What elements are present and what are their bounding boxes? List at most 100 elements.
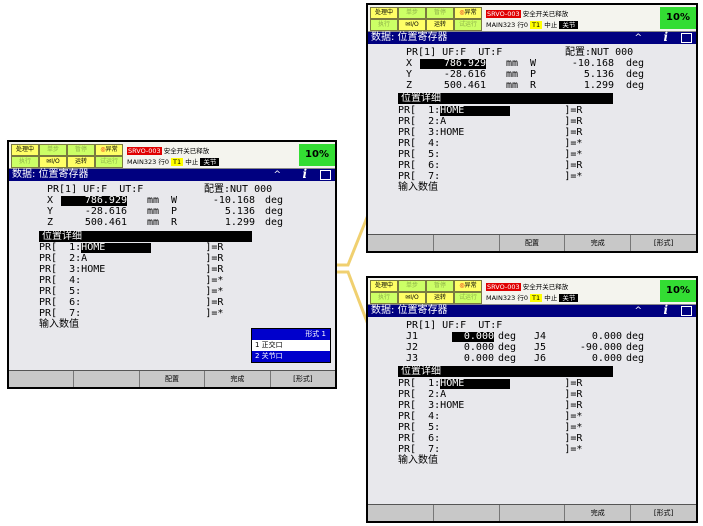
config-key[interactable]: 配置 <box>140 371 206 387</box>
led-step: 单步 <box>39 144 67 156</box>
info-icon[interactable]: i <box>663 30 668 44</box>
config-key[interactable]: 配置 <box>500 235 566 251</box>
f2-key[interactable] <box>74 371 140 387</box>
override-percent[interactable]: 10% <box>660 280 696 302</box>
done-key[interactable]: 完成 <box>565 235 632 251</box>
window-icon[interactable] <box>320 170 331 180</box>
f2-key[interactable] <box>434 505 500 521</box>
axis-label: P <box>171 206 178 217</box>
pr-row[interactable]: PR[ 5: ]=* <box>398 149 583 160</box>
unit-label: mm <box>506 80 519 91</box>
cart-value-w[interactable]: -10.168 <box>571 58 614 69</box>
unit-label: deg <box>265 195 284 206</box>
status-bar: 处理中 单步 暂停 ◎异常 执行 ✉I/O 运转 试运行 SRVO-003 安全… <box>368 5 696 32</box>
unit-label: deg <box>498 331 517 342</box>
unit-label: deg <box>626 80 645 91</box>
cart-value-r[interactable]: 1.299 <box>224 217 255 228</box>
unit-label: deg <box>626 58 645 69</box>
pr-row[interactable]: PR[ 1:HOME ]=R <box>398 378 583 390</box>
pr-row[interactable]: PR[ 4: ]=* <box>398 411 583 422</box>
unit-label: mm <box>506 69 519 80</box>
joint-value-j4[interactable]: 0.000 <box>591 331 622 342</box>
alarm-message: SRVO-003 安全开关已释放 <box>486 10 569 18</box>
cart-value-p[interactable]: 5.136 <box>224 206 255 217</box>
pr-row[interactable]: PR[ 5: ]=* <box>39 286 224 297</box>
cart-value-x[interactable]: 786.929 <box>61 195 127 207</box>
pr-row[interactable]: PR[ 7: ]=* <box>398 444 583 455</box>
popup-item-cartesian[interactable]: 1 正交口 <box>252 340 330 351</box>
info-icon[interactable]: i <box>302 167 307 181</box>
page-title-bar: 数据: 位置寄存器 ^ i <box>368 30 696 44</box>
program-status: MAIN323 行0 T1 中止 关节 <box>127 156 220 166</box>
pr-row[interactable]: PR[ 2:A ]=R <box>398 389 583 400</box>
caret-icon: ^ <box>634 306 642 316</box>
axis-label: Z <box>406 80 413 91</box>
unit-label: deg <box>265 217 284 228</box>
page-title: 数据: 位置寄存器 <box>12 169 89 180</box>
pr-row[interactable]: PR[ 6: ]=R <box>398 433 583 444</box>
pr-row[interactable]: PR[ 7: ]=* <box>39 308 224 319</box>
status-bar: 处理中 单步 暂停 ◎异常 执行 ✉I/O 运转 试运行 SRVO-003 安全… <box>368 278 696 305</box>
pr-row[interactable]: PR[ 1:HOME ]=R <box>398 105 583 117</box>
format-popup-menu: 形式 1 1 正交口 2 关节口 <box>251 328 331 363</box>
joint-value-j5[interactable]: -90.000 <box>579 342 622 353</box>
info-icon[interactable]: i <box>663 303 668 317</box>
unit-label: deg <box>498 353 517 364</box>
led-busy: 处理中 <box>370 280 398 292</box>
pr-row[interactable]: PR[ 6: ]=R <box>39 297 224 308</box>
led-run: 执行 <box>11 156 39 168</box>
pr-row[interactable]: PR[ 4: ]=* <box>398 138 583 149</box>
led-run: 执行 <box>370 19 398 31</box>
f2-key[interactable] <box>434 235 500 251</box>
format-key[interactable]: [形式] <box>293 375 313 383</box>
pr-row[interactable]: PR[ 2:A ]=R <box>398 116 583 127</box>
joint-value-j3[interactable]: 0.000 <box>463 353 494 364</box>
pr-row[interactable]: PR[ 4: ]=* <box>39 275 224 286</box>
done-key[interactable]: 完成 <box>205 371 271 387</box>
cart-value-y[interactable]: -28.616 <box>84 206 127 217</box>
format-key[interactable]: [形式] <box>653 509 674 517</box>
f1-key[interactable] <box>368 505 434 521</box>
pr-row[interactable]: PR[ 1:HOME ]=R <box>39 242 224 254</box>
pr-row[interactable]: PR[ 3:HOME ]=R <box>398 400 583 411</box>
window-icon[interactable] <box>681 306 692 316</box>
cart-value-y[interactable]: -28.616 <box>443 69 486 80</box>
f1-key[interactable] <box>9 371 75 387</box>
led-fault: ◎异常 <box>454 7 482 19</box>
led-prod: 运转 <box>426 19 454 31</box>
pr-row[interactable]: PR[ 2:A ]=R <box>39 253 224 264</box>
cart-value-z[interactable]: 500.461 <box>443 80 486 91</box>
cart-value-p[interactable]: 5.136 <box>583 69 614 80</box>
f1-key[interactable] <box>368 235 434 251</box>
status-bar: 处理中 单步 暂停 ◎异常 执行 ✉I/O 运转 试运行 SRVO-003 安全… <box>9 142 335 169</box>
cart-value-r[interactable]: 1.299 <box>583 80 614 91</box>
cart-value-z[interactable]: 500.461 <box>84 217 127 228</box>
pr-row[interactable]: PR[ 5: ]=* <box>398 422 583 433</box>
led-run: 执行 <box>370 292 398 304</box>
unit-label: mm <box>147 195 160 206</box>
f3-key[interactable] <box>500 505 566 521</box>
cart-value-w[interactable]: -10.168 <box>212 195 255 206</box>
unit-label: deg <box>626 331 645 342</box>
pr-row[interactable]: PR[ 3:HOME ]=R <box>39 264 224 275</box>
axis-label: J3 <box>406 353 419 364</box>
led-io: ✉I/O <box>398 19 426 31</box>
led-fault: ◎异常 <box>454 280 482 292</box>
popup-item-joint[interactable]: 2 关节口 <box>252 351 330 362</box>
override-percent[interactable]: 10% <box>299 144 335 166</box>
joint-value-j2[interactable]: 0.000 <box>463 342 494 353</box>
led-prod: 运转 <box>67 156 95 168</box>
cart-value-x[interactable]: 786.929 <box>420 58 486 70</box>
pr-row[interactable]: PR[ 6: ]=R <box>398 160 583 171</box>
pr-row[interactable]: PR[ 3:HOME ]=R <box>398 127 583 138</box>
joint-value-j1[interactable]: 0.000 <box>452 331 494 343</box>
format-key[interactable]: [形式] <box>653 239 674 247</box>
led-busy: 处理中 <box>370 7 398 19</box>
override-percent[interactable]: 10% <box>660 7 696 29</box>
window-icon[interactable] <box>681 33 692 43</box>
joint-value-j6[interactable]: 0.000 <box>591 353 622 364</box>
pr-header: PR[1] UF:F UT:F <box>406 47 503 58</box>
pr-row[interactable]: PR[ 7: ]=* <box>398 171 583 182</box>
done-key[interactable]: 完成 <box>565 505 632 521</box>
page-title-bar: 数据: 位置寄存器 ^ i <box>9 167 335 181</box>
